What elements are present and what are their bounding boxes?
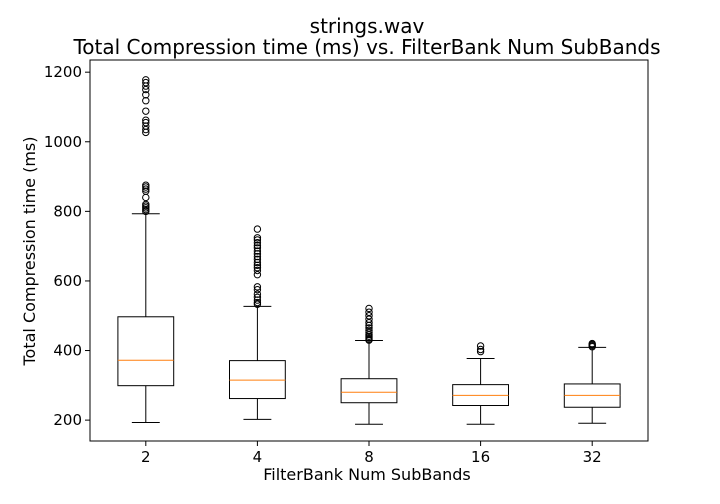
outlier-point [476,345,485,354]
outlier-point [142,185,150,193]
outlier-point [588,339,596,348]
y-axis-label: Total Compression time (ms) [20,137,39,367]
outlier-point [142,118,150,127]
outlier-point [142,181,150,189]
outlier-point [365,315,373,323]
plot-frame [89,59,649,442]
outlier-point [476,347,485,356]
outlier-point [365,326,373,335]
outlier-point [142,76,150,84]
outlier-point [253,241,262,250]
outlier-point [365,328,373,337]
outlier-point [253,247,262,255]
outlier-point [142,107,150,115]
outlier-point [142,91,150,99]
y-tick-label: 600 [53,272,82,290]
outlier-point [365,324,373,332]
outlier-point [253,236,262,244]
box-iqr [229,360,286,400]
outlier-point [253,255,262,264]
y-tick-label: 1200 [44,63,82,81]
outlier-point [253,290,262,298]
plot-area: 200 400 600 800 1000 1200 2 4 8 16 32 [44,63,621,466]
y-tick-label: 800 [53,202,82,220]
outlier-point [142,85,150,94]
outlier-point [253,285,262,294]
outlier-point [253,298,262,307]
outlier-point [253,283,262,291]
x-tick-label: 16 [471,448,490,466]
chart-subtitle: Total Compression time (ms) vs. FilterBa… [72,35,660,59]
outlier-point [142,78,150,87]
box-iqr [340,378,398,404]
outlier-point [253,264,262,272]
outlier-point [365,304,373,313]
outlier-point [253,252,262,261]
x-tick-label: 32 [583,448,602,466]
outlier-point [142,116,150,124]
chart-title: strings.wav [310,14,425,38]
x-tick-label: 2 [141,448,151,466]
y-tick-label: 400 [53,342,82,360]
outlier-point [253,266,262,275]
outlier-point [253,234,262,242]
x-tick-label: 4 [253,448,263,466]
outlier-point [365,318,373,327]
outlier-point [142,125,150,134]
outlier-point [365,312,373,320]
outlier-point [476,342,485,350]
outlier-point [253,244,262,252]
y-tick-label: 200 [53,411,82,429]
outlier-point [253,270,262,279]
outlier-point [253,225,262,233]
y-tick-label: 1000 [44,133,82,151]
x-tick-label: 8 [364,448,374,466]
x-axis-label: FilterBank Num SubBands [263,465,471,484]
outlier-point [142,200,150,209]
outlier-point [253,293,262,301]
outlier-point [365,308,373,316]
outlier-point [253,238,262,247]
box-iqr [117,316,175,387]
